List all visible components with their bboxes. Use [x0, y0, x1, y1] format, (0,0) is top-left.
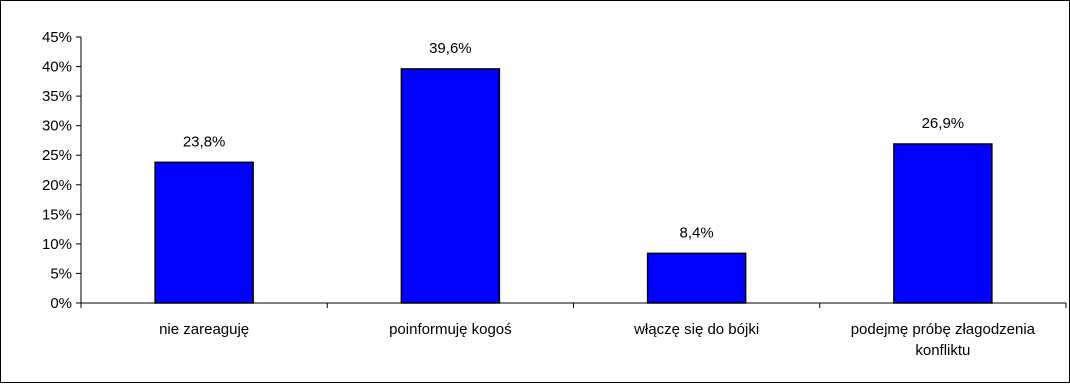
y-tick-label: 25%: [42, 147, 72, 164]
y-tick-label: 20%: [42, 177, 72, 194]
y-tick-label: 5%: [50, 265, 72, 282]
x-tick-label: poinformuję kogoś: [389, 321, 512, 338]
y-axis: 0% 5% 10% 15% 20% 25% 30% 35% 40% 45%: [42, 29, 82, 312]
bar: [154, 161, 254, 304]
bars: [154, 68, 993, 304]
y-tick-label: 30%: [42, 118, 72, 135]
y-tick-label: 10%: [42, 236, 72, 253]
data-label: 39,6%: [429, 40, 472, 57]
data-label: 8,4%: [680, 224, 714, 241]
data-label: 23,8%: [183, 133, 226, 150]
y-tick-label: 35%: [42, 88, 72, 105]
y-tick-label: 15%: [42, 206, 72, 223]
y-tick-label: 0%: [50, 295, 72, 312]
x-axis: nie zareaguję poinformuję kogoś włączę się…: [80, 302, 1067, 359]
y-tick-label: 45%: [42, 29, 72, 46]
x-tick-label: podejmę próbę złagodzenia: [851, 321, 1036, 338]
data-labels: 23,8% 39,6% 8,4% 26,9%: [183, 40, 964, 241]
y-tick-label: 40%: [42, 59, 72, 76]
x-tick-label: włączę się do bójki: [633, 321, 759, 338]
x-tick-label: konfliktu: [915, 342, 970, 359]
bar: [646, 252, 747, 304]
bar: [400, 68, 501, 304]
x-tick-label: nie zareaguję: [159, 321, 249, 338]
data-label: 26,9%: [922, 115, 965, 132]
bar: [893, 143, 993, 304]
